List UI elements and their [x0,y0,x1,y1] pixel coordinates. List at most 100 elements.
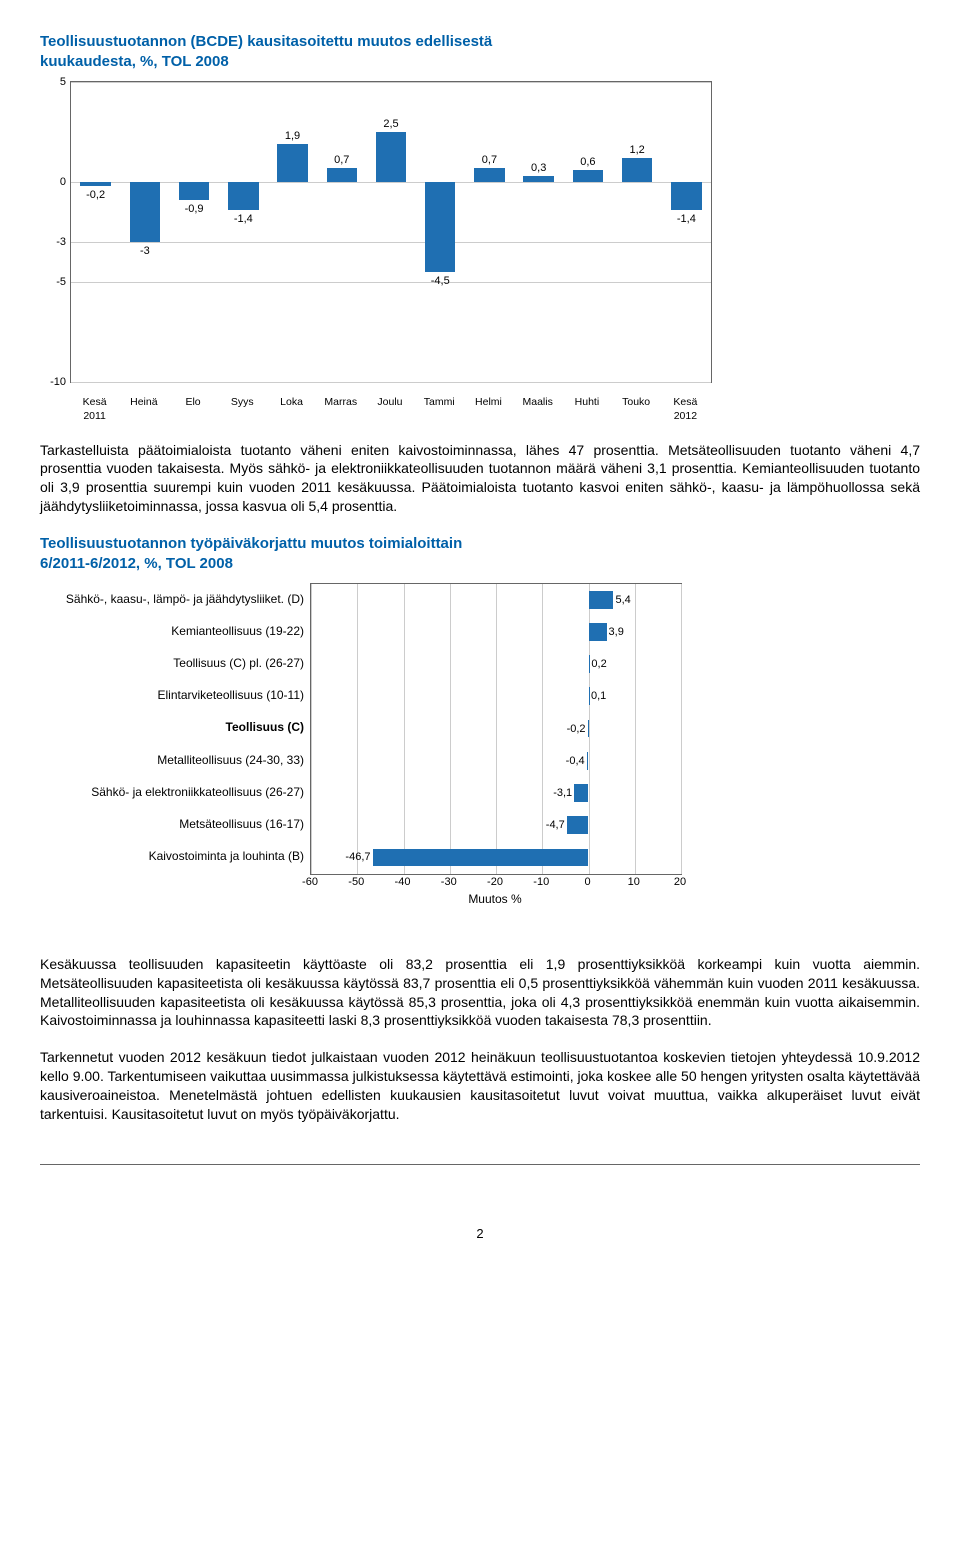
chart1-value-label: 1,2 [613,143,662,158]
chart2-value-label: -3,1 [540,786,572,801]
chart1-title-l1: Teollisuustuotannon (BCDE) kausitasoitet… [40,33,492,50]
chart1-ytick: -5 [40,275,66,290]
chart2-xtick: -20 [480,875,510,890]
chart1-xtick: Touko [612,395,661,409]
chart1-value-label: 0,6 [563,155,612,170]
chart2-xticks: -60-50-40-30-20-1001020 [310,875,680,891]
chart1-value-label: 0,7 [317,153,366,168]
chart1-bar [376,132,407,182]
chart2-value-label: -0,2 [554,722,586,737]
chart1-value-label: -3 [120,244,169,259]
chart2-bar [587,752,589,770]
chart1-bar [80,182,111,186]
chart2-category-label: Elintarviketeollisuus (10-11) [40,679,310,711]
paragraph-3: Tarkennetut vuoden 2012 kesäkuun tiedot … [40,1048,920,1124]
chart2-xtick: -30 [434,875,464,890]
chart1-xtick: Syys [218,395,267,409]
chart1-xtick: Kesä 2011 [70,395,119,423]
chart2-value-label: -46,7 [339,850,371,865]
chart2-value-label: -0,4 [553,754,585,769]
chart1-title-l2: kuukaudesta, %, TOL 2008 [40,53,229,70]
chart2-xtick: -60 [295,875,325,890]
paragraph-2: Kesäkuussa teollisuuden kapasiteetin käy… [40,955,920,1031]
chart2-bar [589,591,614,609]
chart1-xtick: Heinä [119,395,168,409]
chart2-category-label: Kaivostoiminta ja louhinta (B) [40,840,310,872]
chart1-ytick: 5 [40,75,66,90]
chart1-ytick: -10 [40,375,66,390]
chart1-xtick: Maalis [513,395,562,409]
chart1-bar [573,170,604,182]
chart1-value-label: -1,4 [662,212,711,227]
chart2-title: Teollisuustuotannon työpäiväkorjattu muu… [40,534,920,575]
chart1-bar [327,168,358,182]
chart2-xtick: -50 [341,875,371,890]
chart1-xtick: Elo [168,395,217,409]
chart1-value-label: -0,2 [71,188,120,203]
chart2-category-label: Teollisuus (C) pl. (26-27) [40,647,310,679]
chart2-xtick: -10 [526,875,556,890]
chart2-category-label: Teollisuus (C) [40,711,310,743]
page-number: 2 [40,1225,920,1243]
chart1-bar [277,144,308,182]
chart2-value-label: -4,7 [533,818,565,833]
chart2-wrap: Sähkö-, kaasu-, lämpö- ja jäähdytysliike… [40,583,920,875]
chart2-xtick: -40 [388,875,418,890]
chart1-ytick: 0 [40,175,66,190]
chart1-bar [474,168,505,182]
chart1-yticks: -10-5-305 [40,81,70,381]
chart1-xtick: Marras [316,395,365,409]
chart2-category-label: Metsäteollisuus (16-17) [40,808,310,840]
chart2-bar [589,623,607,641]
chart2-value-label: 0,2 [591,657,606,672]
chart1-value-label: -1,4 [219,212,268,227]
chart1-xtick: Huhti [562,395,611,409]
chart2-title-l2: 6/2011-6/2012, %, TOL 2008 [40,555,233,572]
chart2-bar [589,655,590,673]
chart1-xticks: Kesä 2011HeinäEloSyysLokaMarrasJouluTamm… [70,393,710,423]
chart1-xtick: Loka [267,395,316,409]
chart2-xtick: 10 [619,875,649,890]
chart1-bar [228,182,259,210]
chart1-value-label: 0,3 [514,161,563,176]
chart2-category-label: Sähkö- ja elektroniikkateollisuus (26-27… [40,776,310,808]
chart2-category-label: Kemianteollisuus (19-22) [40,615,310,647]
chart1-xtick: Helmi [464,395,513,409]
chart1-xtick: Tammi [415,395,464,409]
chart2-xlabel-text: Muutos % [468,892,521,906]
chart2-plot: 5,4 3,9 0,2 0,1 -0,2 -0,4 -3,1 -4,7 -46,7 [310,583,682,875]
chart1-plot: -0,2-3-0,9-1,41,90,72,5-4,50,70,30,61,2-… [70,81,712,383]
chart2-category-label: Metalliteollisuus (24-30, 33) [40,744,310,776]
chart2-xtick: 0 [573,875,603,890]
chart1-bar [523,176,554,182]
chart2-value-label: 3,9 [609,625,624,640]
chart2-bar [567,816,589,834]
chart1-xtick: Joulu [365,395,414,409]
chart2-xtick: 20 [665,875,695,890]
chart2-category-label: Sähkö-, kaasu-, lämpö- ja jäähdytysliike… [40,583,310,615]
chart1-bar [425,182,456,272]
chart2-bar [589,687,590,705]
chart1-xtick: Kesä 2012 [661,395,710,423]
chart1-value-label: 0,7 [465,153,514,168]
chart2-bar [373,849,589,867]
chart1-bar [622,158,653,182]
paragraph-1: Tarkastelluista päätoimialoista tuotanto… [40,441,920,517]
chart1-value-label: 2,5 [366,117,415,132]
chart1-value-label: -4,5 [416,274,465,289]
chart2-bar [588,720,589,738]
chart2-xlabel: Muutos % [310,891,680,907]
chart1-value-label: 1,9 [268,129,317,144]
chart1-ytick: -3 [40,235,66,250]
chart1-bar [130,182,161,242]
chart2-value-label: 5,4 [615,593,630,608]
chart2-category-labels: Sähkö-, kaasu-, lämpö- ja jäähdytysliike… [40,583,310,875]
chart1-bar [671,182,702,210]
chart2-title-l1: Teollisuustuotannon työpäiväkorjattu muu… [40,535,462,552]
chart1-title: Teollisuustuotannon (BCDE) kausitasoitet… [40,32,920,73]
chart1-value-label: -0,9 [169,202,218,217]
chart1-bar [179,182,210,200]
footer-rule [40,1164,920,1165]
chart2-bar [574,784,588,802]
chart2-value-label: 0,1 [591,689,606,704]
